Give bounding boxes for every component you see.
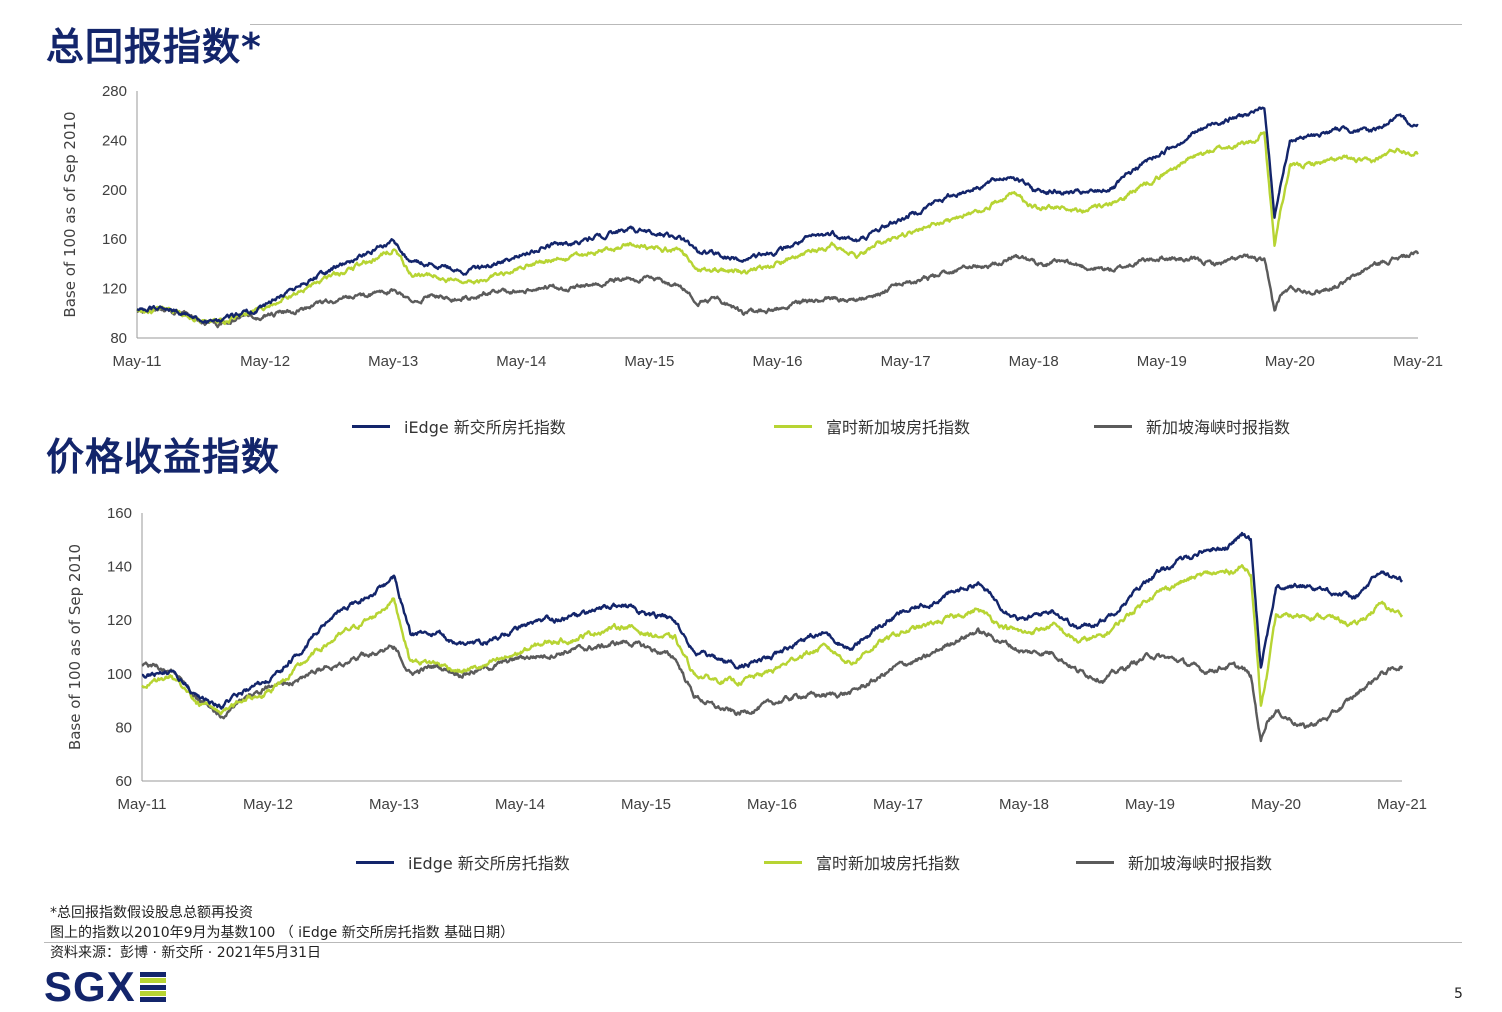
series-line-sti	[141, 627, 1404, 743]
x-tick-label: May-14	[496, 353, 546, 370]
x-tick-label: May-17	[881, 353, 931, 370]
x-tick-label: May-11	[118, 796, 167, 813]
footnotes: *总回报指数假设股息总额再投资 图上的指数以2010年9月为基数100 （ iE…	[50, 903, 514, 963]
legend-swatch-iedge	[352, 424, 390, 428]
logo-bar	[139, 997, 166, 1002]
legend-item-sti: 新加坡海峡时报指数	[1094, 414, 1290, 438]
x-tick-label: May-12	[240, 353, 290, 370]
bottom-divider-line	[44, 942, 1462, 943]
x-tick-label: May-21	[1393, 353, 1443, 370]
x-tick-label: May-20	[1251, 796, 1301, 813]
y-tick-label: 240	[102, 132, 127, 149]
sgx-logo-text: SGX	[44, 963, 136, 1010]
x-tick-label: May-14	[495, 796, 545, 813]
page-number: 5	[1454, 986, 1463, 1002]
y-tick-label: 140	[107, 559, 132, 576]
logo-bar	[139, 978, 166, 984]
price-return-title: 价格收益指数	[46, 435, 281, 479]
y-tick-label: 60	[115, 773, 132, 790]
legend-swatch-sti	[1094, 424, 1132, 428]
y-tick-label: 80	[115, 719, 132, 736]
x-tick-label: May-16	[747, 796, 797, 813]
legend-label-ftse: 富时新加坡房托指数	[826, 418, 971, 437]
x-tick-label: May-19	[1125, 796, 1175, 813]
legend2-swatch-iedge	[356, 860, 394, 864]
series-line-iedge	[136, 106, 1419, 325]
y-tick-label: 280	[102, 83, 127, 100]
legend2-label-ftse: 富时新加坡房托指数	[816, 854, 961, 873]
y-tick-label: 100	[107, 666, 132, 683]
series-line-iedge	[141, 531, 1403, 710]
top-divider-line	[250, 24, 1462, 25]
x-tick-label: May-11	[113, 353, 162, 370]
x-tick-label: May-13	[369, 796, 419, 813]
y-tick-label: 160	[102, 231, 127, 248]
x-tick-label: May-16	[752, 353, 802, 370]
x-tick-label: May-15	[621, 796, 671, 813]
y-tick-label: 120	[102, 281, 127, 298]
legend2-swatch-sti	[1076, 860, 1114, 864]
legend2-label-iedge: iEdge 新交所房托指数	[408, 854, 570, 873]
series-line-ftse	[141, 564, 1404, 716]
x-tick-label: May-21	[1377, 796, 1427, 813]
y-axis-label: Base of 100 as of Sep 2010	[61, 111, 79, 317]
y-tick-label: 80	[110, 330, 127, 347]
legend2-item-ftse: 富时新加坡房托指数	[764, 850, 960, 874]
sgx-logo: SGX	[44, 966, 166, 1008]
y-tick-label: 160	[107, 505, 132, 522]
x-tick-label: May-15	[624, 353, 674, 370]
total-return-chart: 80 120 160 200 240 280 May-11 May-12 May-13 May-1…	[61, 83, 1443, 370]
x-tick-label: May-18	[999, 796, 1049, 813]
legend-swatch-ftse	[774, 424, 812, 428]
logo-bar	[139, 984, 166, 990]
legend-label-sti: 新加坡海峡时报指数	[1146, 418, 1291, 437]
x-tick-label: May-13	[368, 353, 418, 370]
logo-bar	[139, 972, 166, 977]
legend-item-ftse: 富时新加坡房托指数	[774, 414, 970, 438]
legend-item-iedge: iEdge 新交所房托指数	[352, 414, 566, 438]
legend2-swatch-ftse	[764, 860, 802, 864]
total-return-title: 总回报指数*	[46, 25, 262, 69]
footnote-total-return: *总回报指数假设股息总额再投资	[50, 905, 253, 921]
legend2-item-iedge: iEdge 新交所房托指数	[356, 850, 570, 874]
legend2-item-sti: 新加坡海峡时报指数	[1076, 850, 1272, 874]
total-return-legend: iEdge 新交所房托指数 富时新加坡房托指数 新加坡海峡时报指数	[0, 414, 1502, 438]
x-tick-label: May-17	[873, 796, 923, 813]
logo-bar	[139, 990, 166, 996]
legend2-label-sti: 新加坡海峡时报指数	[1128, 854, 1273, 873]
price-return-legend: iEdge 新交所房托指数 富时新加坡房托指数 新加坡海峡时报指数	[0, 850, 1502, 874]
series-line-ftse	[136, 131, 1419, 326]
y-tick-label: 120	[107, 612, 132, 629]
x-tick-label: May-20	[1265, 353, 1315, 370]
legend-label-iedge: iEdge 新交所房托指数	[404, 418, 566, 437]
series-line-sti	[136, 250, 1420, 329]
footnote-base: 图上的指数以2010年9月为基数100 （ iEdge 新交所房托指数 基础日期…	[50, 925, 515, 941]
y-axis-label: Base of 100 as of Sep 2010	[66, 544, 84, 750]
x-tick-label: May-19	[1137, 353, 1187, 370]
x-tick-label: May-18	[1009, 353, 1059, 370]
price-return-chart: 60 80 100 120 140 160 May-11 May-12 May-13 May-14…	[66, 505, 1427, 813]
x-tick-label: May-12	[243, 796, 293, 813]
sgx-logo-bars-icon	[139, 972, 166, 1002]
footnote-source: 资料来源：彭博 · 新交所 · 2021年5月31日	[50, 945, 322, 961]
y-tick-label: 200	[102, 182, 127, 199]
